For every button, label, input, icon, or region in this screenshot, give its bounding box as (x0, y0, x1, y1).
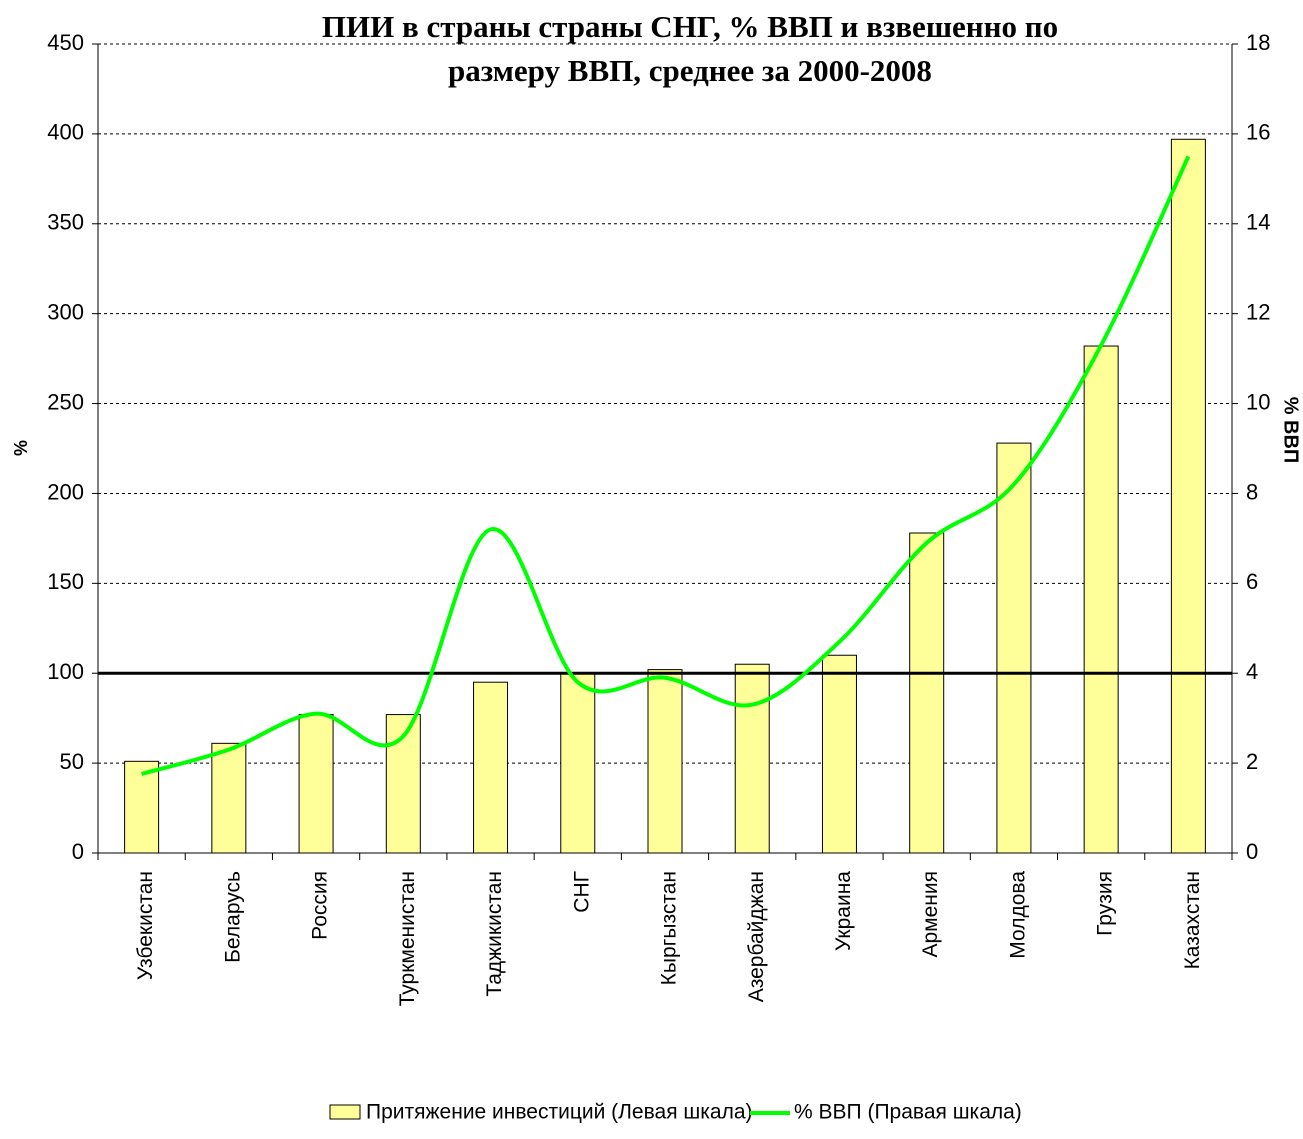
x-tick-label: Украина (832, 871, 855, 951)
y-tick-label: 0 (72, 839, 84, 864)
y2-axis-label: % ВВП (1280, 397, 1302, 464)
x-tick-label: Грузия (1094, 871, 1117, 936)
chart-title: размеру ВВП, среднее за 2000-2008 (448, 53, 932, 88)
bar (821, 654, 857, 854)
y2-tick-label: 16 (1246, 120, 1270, 145)
y2-tick-label: 14 (1246, 210, 1270, 235)
y-tick-label: 250 (47, 389, 84, 414)
y-axis-label: % (11, 440, 31, 456)
x-tick-label: Казахстан (1181, 871, 1204, 969)
y-tick-label: 350 (47, 210, 84, 235)
y2-tick-label: 6 (1246, 569, 1258, 594)
x-tick-label: Туркменистан (396, 871, 419, 1006)
bar (473, 681, 509, 854)
y2-tick-label: 8 (1246, 479, 1258, 504)
bar (124, 760, 160, 854)
y-tick-label: 150 (47, 569, 84, 594)
x-tick-label: Россия (309, 871, 332, 940)
line (141, 155, 1191, 776)
bar (1170, 138, 1206, 854)
y-tick-label: 50 (60, 749, 84, 774)
legend-label: % ВВП (Правая шкала) (794, 1101, 1022, 1124)
bar (647, 669, 683, 854)
legend-swatch (329, 1104, 361, 1120)
y2-tick-label: 12 (1246, 299, 1270, 324)
bar (909, 532, 945, 854)
y-tick-label: 100 (47, 659, 84, 684)
x-tick-label: СНГ (570, 871, 593, 913)
bar (734, 663, 770, 854)
y2-tick-label: 4 (1246, 659, 1258, 684)
x-tick-label: Молдова (1006, 871, 1029, 959)
bar (211, 742, 247, 854)
x-tick-label: Армения (919, 871, 942, 958)
x-tick-label: Кыргызстан (658, 871, 681, 985)
y-tick-label: 300 (47, 299, 84, 324)
bar (1083, 345, 1119, 854)
y2-tick-label: 10 (1246, 389, 1270, 414)
y-tick-label: 400 (47, 120, 84, 145)
y-tick-label: 200 (47, 479, 84, 504)
x-tick-label: Азербайджан (745, 871, 768, 1002)
legend-label: Притяжение инвестиций (Левая шкала) (366, 1101, 753, 1124)
x-tick-label: Беларусь (221, 871, 244, 963)
y-tick-label: 450 (47, 30, 84, 55)
x-tick-label: Таджикистан (483, 871, 506, 997)
y2-tick-label: 0 (1246, 839, 1258, 864)
bar (560, 672, 596, 854)
bar (996, 442, 1032, 854)
bar (298, 714, 334, 854)
y2-tick-label: 2 (1246, 749, 1258, 774)
y2-tick-label: 18 (1246, 30, 1270, 55)
bar (385, 714, 421, 854)
x-tick-label: Узбекистан (134, 871, 157, 980)
chart-title: ПИИ в страны страны СНГ, % ВВП и взвешен… (322, 9, 1058, 44)
